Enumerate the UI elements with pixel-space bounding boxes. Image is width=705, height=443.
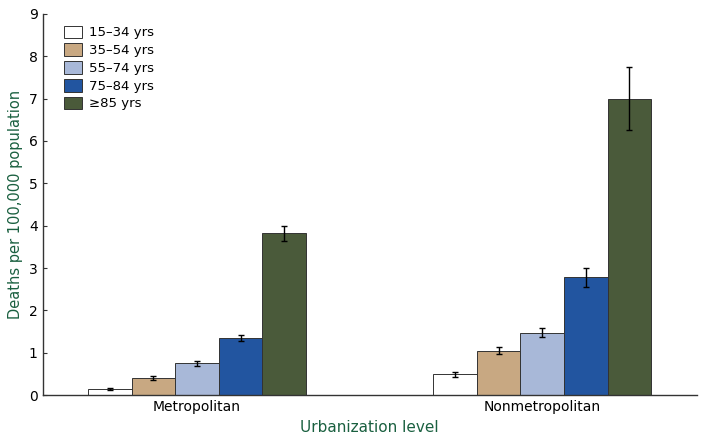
Bar xyxy=(132,378,176,395)
Bar xyxy=(434,374,477,395)
Legend: 15–34 yrs, 35–54 yrs, 55–74 yrs, 75–84 yrs, ≥85 yrs: 15–34 yrs, 35–54 yrs, 55–74 yrs, 75–84 y… xyxy=(59,20,159,116)
Bar xyxy=(608,99,651,395)
Bar xyxy=(219,338,262,395)
Bar xyxy=(564,277,608,395)
Y-axis label: Deaths per 100,000 population: Deaths per 100,000 population xyxy=(8,90,23,319)
Bar xyxy=(520,333,564,395)
Bar xyxy=(88,389,132,395)
Bar xyxy=(176,363,219,395)
Bar xyxy=(477,351,520,395)
X-axis label: Urbanization level: Urbanization level xyxy=(300,420,439,435)
Bar xyxy=(262,233,306,395)
